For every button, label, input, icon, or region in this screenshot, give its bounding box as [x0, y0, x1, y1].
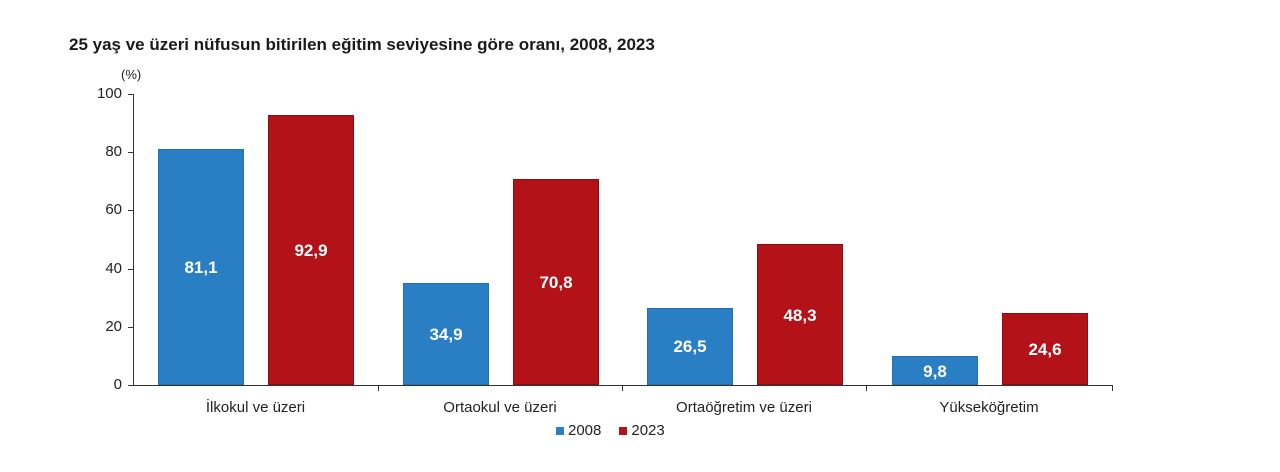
- x-axis-tick: [866, 385, 867, 391]
- bar-value-label: 26,5: [673, 337, 707, 357]
- bar-value-label: 48,3: [783, 305, 817, 325]
- y-tick-mark: [128, 152, 134, 154]
- x-axis-tick: [1112, 385, 1113, 391]
- legend-label-2008: 2008: [568, 422, 602, 439]
- y-tick-label: 60: [105, 201, 122, 219]
- bar-value-label: 9,8: [923, 361, 947, 381]
- legend-item-2008: 2008: [556, 422, 601, 439]
- x-axis-line: [128, 385, 1113, 386]
- chart-title: 25 yaş ve üzeri nüfusun bitirilen eğitim…: [69, 35, 655, 54]
- category-label-ortaogretim: Ortaöğretim ve üzeri: [676, 399, 812, 416]
- y-tick-label: 100: [96, 85, 122, 102]
- legend-swatch-2008-icon: [556, 426, 564, 435]
- x-axis-tick: [622, 385, 623, 391]
- bar-2008-1: 34,9: [403, 283, 489, 385]
- category-label-yuksekogretim: Yükseköğretim: [939, 399, 1039, 416]
- y-axis-line: [133, 94, 134, 386]
- legend-label-2023: 2023: [631, 422, 665, 439]
- x-axis-tick: [378, 385, 379, 391]
- bar-value-label: 24,6: [1028, 340, 1062, 360]
- bar-value-label: 81,1: [184, 257, 218, 277]
- bar-2008-0: 81,1: [158, 148, 244, 385]
- category-label-ortaokul: Ortaokul ve üzeri: [443, 399, 557, 416]
- bar-2008-2: 26,5: [647, 307, 733, 385]
- y-tick-mark: [128, 94, 134, 95]
- legend-item-2023: 2023: [619, 422, 665, 439]
- bar-2023-2: 48,3: [757, 244, 843, 385]
- bar-2023-1: 70,8: [513, 178, 599, 385]
- y-tick-label: 40: [105, 259, 122, 277]
- y-tick-label: 0: [113, 376, 122, 393]
- bar-2023-0: 92,9: [268, 114, 354, 385]
- y-axis-unit-label: (%): [121, 67, 142, 82]
- category-label-ilkokul: İlkokul ve üzeri: [205, 399, 306, 416]
- bar-value-label: 92,9: [294, 240, 328, 260]
- legend: 2008 2023: [556, 422, 683, 439]
- bar-value-label: 34,9: [429, 325, 463, 345]
- y-tick-mark: [128, 326, 134, 328]
- y-tick-label: 80: [105, 143, 122, 161]
- y-tick-label: 20: [105, 317, 122, 335]
- legend-swatch-2023-icon: [619, 426, 628, 435]
- bar-2023-3: 24,6: [1002, 313, 1088, 385]
- bar-value-label: 70,8: [539, 272, 573, 292]
- bar-2008-3: 9,8: [892, 356, 978, 385]
- y-tick-mark: [128, 268, 134, 270]
- y-tick-mark: [128, 210, 134, 212]
